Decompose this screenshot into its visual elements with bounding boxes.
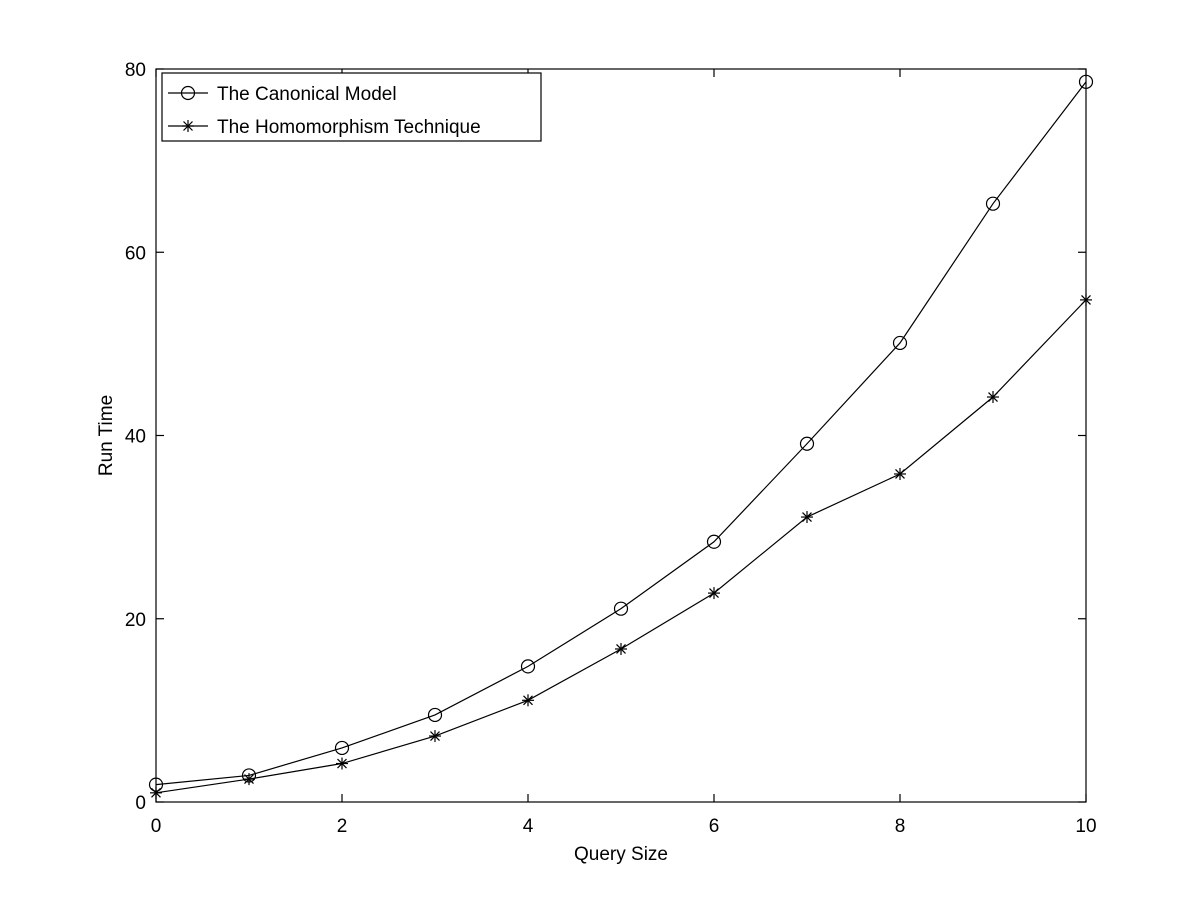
legend: The Canonical Model The Homomorphism Tec… — [161, 72, 542, 142]
data-point-asterisk-icon — [522, 694, 534, 707]
x-tick-label: 10 — [1075, 816, 1096, 837]
legend-entry-homomorphism-technique: The Homomorphism Technique — [168, 117, 481, 138]
x-tick-label: 6 — [709, 816, 720, 837]
series-layer — [148, 74, 1094, 799]
y-axis-label: Run Time — [96, 395, 117, 476]
data-point-asterisk-icon — [708, 587, 720, 600]
legend-box — [161, 72, 542, 142]
y-tick-label: 0 — [135, 793, 146, 814]
data-point-circle-icon — [985, 196, 1001, 211]
legend-label-homomorphism-technique: The Homomorphism Technique — [217, 117, 481, 138]
x-tick-label: 0 — [151, 816, 162, 837]
series-0 — [148, 74, 1094, 792]
data-point-circle-icon — [427, 707, 443, 723]
plot-frame — [155, 68, 1087, 803]
data-point-asterisk-icon — [801, 511, 813, 524]
data-point-asterisk-icon — [243, 773, 255, 786]
y-axis: 0 20 40 60 80 — [125, 60, 1086, 814]
data-point-circle-icon — [334, 740, 350, 756]
y-tick-label: 40 — [125, 427, 146, 448]
data-point-asterisk-icon — [615, 642, 627, 655]
data-point-circle-icon — [706, 534, 722, 549]
series-1 — [150, 293, 1092, 799]
data-point-asterisk-icon — [1080, 293, 1092, 306]
data-point-asterisk-icon — [987, 391, 999, 404]
x-axis-label: Query Size — [574, 844, 668, 865]
legend-circle-icon — [180, 85, 196, 101]
legend-marker-asterisk-icon — [182, 120, 194, 132]
series-line — [155, 81, 1087, 786]
legend-marker-circle-icon — [180, 85, 196, 101]
y-tick-label: 60 — [125, 243, 146, 264]
data-point-circle-icon — [892, 335, 908, 351]
legend-label-canonical-model: The Canonical Model — [217, 84, 397, 105]
x-tick-label: 8 — [895, 816, 906, 837]
data-point-asterisk-icon — [429, 730, 441, 743]
data-point-circle-icon — [520, 659, 536, 674]
data-point-circle-icon — [799, 436, 815, 451]
data-point-circle-icon — [613, 601, 629, 616]
x-tick-label: 4 — [523, 816, 534, 837]
y-tick-label: 80 — [125, 60, 146, 81]
data-point-asterisk-icon — [336, 757, 348, 770]
data-point-asterisk-icon — [150, 786, 162, 799]
legend-asterisk-icon — [182, 120, 194, 132]
plot-area — [155, 68, 1087, 803]
data-point-circle-icon — [1078, 74, 1094, 89]
x-tick-label: 2 — [337, 816, 348, 837]
data-point-asterisk-icon — [894, 467, 906, 480]
y-tick-label: 20 — [125, 610, 146, 631]
legend-entry-canonical-model: The Canonical Model — [168, 84, 397, 105]
